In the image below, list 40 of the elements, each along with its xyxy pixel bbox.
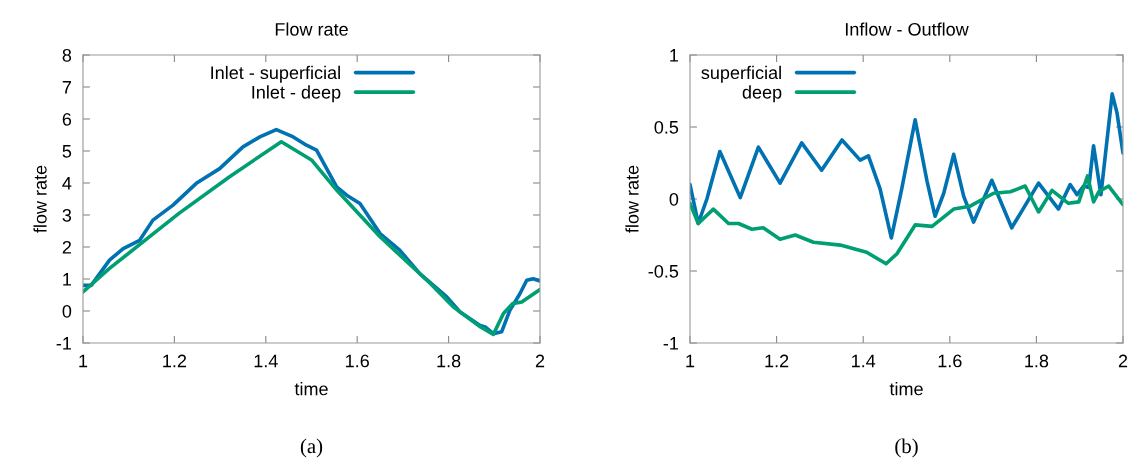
x-axis-title: time xyxy=(294,382,328,396)
y-tick-label: 2 xyxy=(62,240,71,254)
x-tick-label: 1.8 xyxy=(1025,354,1049,368)
y-tick-label: -0.5 xyxy=(648,264,679,278)
x-tick-label: 2 xyxy=(1118,354,1128,368)
x-tick-label: 1.8 xyxy=(437,354,461,368)
legend-label: Inlet - deep xyxy=(252,85,341,103)
y-tick-label: 4 xyxy=(62,177,72,190)
x-tick-label: 1.6 xyxy=(346,354,369,368)
y-tick-label: 6 xyxy=(62,112,72,126)
x-tick-label: 1 xyxy=(79,354,88,368)
y-axis-title: flow rate xyxy=(33,165,47,233)
x-tick-label: 1 xyxy=(686,354,695,368)
y-tick-label: 8 xyxy=(62,48,72,62)
chart-title: Inflow - Outflow xyxy=(845,22,969,36)
x-tick-label: 1.4 xyxy=(254,354,278,368)
y-tick-label: 0 xyxy=(62,304,72,318)
text: (b) xyxy=(895,438,918,458)
legend-label: Inlet - superficial xyxy=(211,65,340,83)
x-axis-title: time xyxy=(889,382,923,396)
y-tick-label: 1 xyxy=(670,49,679,62)
x-tick-label: 1.2 xyxy=(765,354,789,368)
y-tick-label: 1 xyxy=(63,273,72,286)
legend-label: deep xyxy=(742,85,782,103)
x-tick-label: 1.6 xyxy=(938,354,962,368)
y-tick-label: -1 xyxy=(56,337,72,350)
y-axis-title: flow rate xyxy=(625,165,639,233)
text: (a) xyxy=(300,438,323,458)
y-tick-label: 5 xyxy=(62,145,72,158)
chart-title: Flow rate xyxy=(275,22,348,36)
y-tick-label: 0.5 xyxy=(654,120,679,134)
x-tick-label: 1.2 xyxy=(163,354,187,368)
x-tick-label: 2 xyxy=(535,354,545,368)
y-tick-label: -1 xyxy=(663,337,679,350)
y-tick-label: 7 xyxy=(62,81,71,94)
legend-label: superficial xyxy=(701,65,781,83)
line-series xyxy=(690,174,1123,266)
y-tick-label: 0 xyxy=(669,192,679,206)
y-tick-label: 3 xyxy=(62,208,72,222)
x-tick-label: 1.4 xyxy=(852,354,876,368)
